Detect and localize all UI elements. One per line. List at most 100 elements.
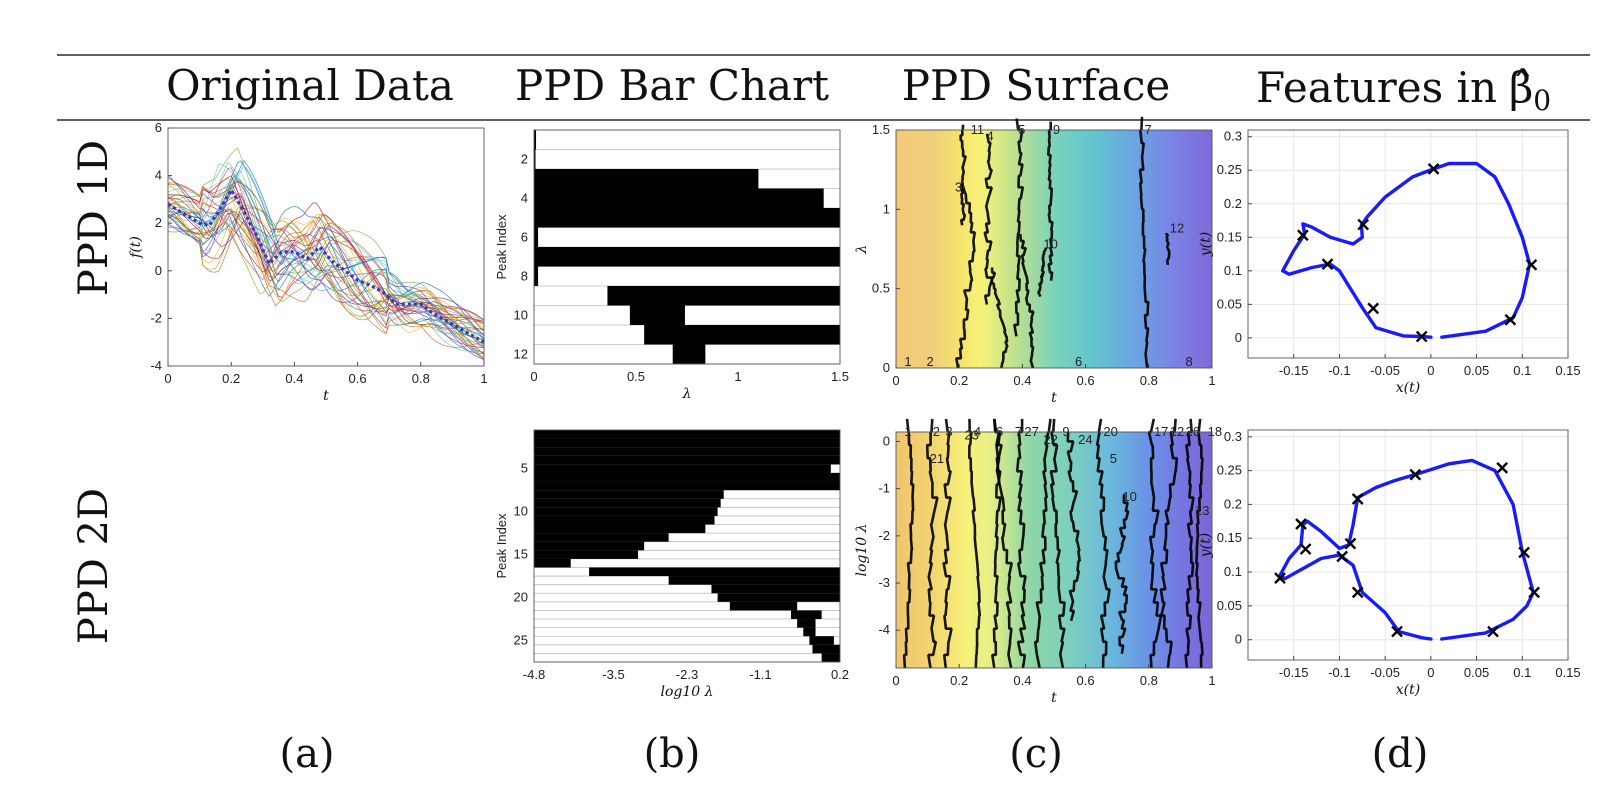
axes-frame — [895, 129, 1213, 369]
bar-peak-12 — [534, 524, 706, 534]
ridge-line — [942, 418, 953, 669]
bar-peak-7 — [534, 481, 840, 491]
bar-peak-8 — [534, 266, 539, 286]
ridge-line — [959, 124, 967, 226]
bar-peak-10 — [629, 305, 685, 325]
y-tick-label: 1 — [883, 201, 890, 216]
bar-peak-12 — [672, 344, 706, 364]
bar-peak-6 — [534, 227, 539, 247]
ridge-line — [992, 418, 1013, 669]
column-title-bar-chart: PPD Bar Chart — [515, 61, 829, 110]
y-tick-label: 0.05 — [1217, 598, 1242, 613]
peak-label-7: 7 — [1144, 122, 1151, 137]
bar-peak-9 — [534, 498, 721, 508]
feature-marker — [1357, 218, 1370, 231]
x-tick-label: 0 — [1427, 665, 1434, 680]
peak-label-17: 17 — [1154, 424, 1168, 439]
y-tick-label: 20 — [514, 590, 528, 605]
bar-peak-25 — [809, 636, 834, 645]
column-title-original-data: Original Data — [166, 61, 454, 110]
y-axis-label: λ — [854, 245, 870, 255]
ridge-line — [1114, 494, 1130, 654]
sample-curve — [167, 178, 485, 346]
y-axis-label: Peak Index — [494, 214, 509, 280]
ridge-line — [990, 267, 1009, 369]
y-tick-label: 12 — [514, 346, 528, 361]
y-tick-label: 0.05 — [1217, 296, 1242, 311]
x-tick-label: 0.8 — [1140, 373, 1158, 388]
x-axis-label: x(t) — [1396, 682, 1420, 698]
peak-label-5: 5 — [1110, 451, 1117, 466]
x-tick-label: 0.15 — [1555, 363, 1580, 378]
y-tick-label: 10 — [514, 307, 528, 322]
sample-curve — [167, 207, 485, 355]
bar-peak-26 — [812, 644, 840, 654]
feature-marker — [1351, 493, 1364, 505]
sample-curve — [167, 167, 485, 348]
ridge-line — [1049, 418, 1066, 669]
bar-peak-7 — [534, 247, 840, 267]
column-title-surface: PPD Surface — [902, 61, 1170, 110]
y-tick-label: -3 — [878, 575, 890, 590]
bar-peak-27 — [821, 653, 840, 662]
bar-peak-8 — [534, 490, 724, 499]
bar-peak-24 — [803, 627, 816, 637]
x-tick-label: 0.05 — [1464, 665, 1489, 680]
x-tick-label: 0 — [892, 373, 899, 388]
bar-peak-3 — [534, 447, 840, 456]
bar-chart-2d: -4.8 -3.5 -2.3 -1.1 0.2 5 10 15 20 25 log10 λ Peak … — [494, 429, 849, 700]
bar-peak-20 — [717, 593, 840, 602]
peak-label-18: 18 — [1208, 424, 1222, 439]
feature-marker — [1297, 229, 1309, 242]
x-tick-label: 0.4 — [1013, 373, 1031, 388]
x-tick-label: 0.2 — [950, 373, 968, 388]
x-tick-label: 0.1 — [1513, 363, 1531, 378]
feature-marker — [1391, 625, 1403, 638]
y-tick-label: 0.2 — [1224, 496, 1242, 511]
x-tick-label: -1.1 — [749, 667, 771, 682]
surface-fill — [896, 130, 1212, 368]
bar-peak-6 — [534, 472, 840, 482]
bar-peak-1 — [534, 130, 537, 150]
bar-peak-4 — [534, 455, 840, 465]
y-tick-label: 0.25 — [1217, 162, 1242, 177]
feature-marker — [1487, 625, 1499, 638]
x-tick-label: 0.4 — [1013, 673, 1031, 688]
ridge-line — [1138, 116, 1150, 369]
feature-marker — [1496, 462, 1509, 474]
y-axis-label: y(t) — [1198, 232, 1214, 257]
bar-peak-1 — [534, 430, 840, 439]
y-tick-label: -2 — [878, 528, 890, 543]
panel-label-d: (d) — [1372, 731, 1429, 777]
bar-peak-3 — [534, 169, 759, 189]
sample-curve — [167, 200, 485, 359]
mean-curve — [167, 186, 485, 344]
axes-frame — [533, 429, 841, 663]
ridge-line — [1015, 418, 1027, 669]
peak-label-13: 13 — [1195, 503, 1209, 518]
peak-label-4: 4 — [974, 424, 981, 439]
y-tick-label: 4 — [521, 190, 528, 205]
y-tick-label: 15 — [514, 547, 528, 562]
sample-curve — [167, 212, 485, 347]
ridge-line — [1165, 232, 1171, 266]
features-title-text: Features in — [1256, 63, 1497, 112]
feature-marker — [1274, 572, 1286, 584]
x-tick-label: 1.5 — [831, 369, 849, 384]
x-tick-label: -0.1 — [1328, 363, 1350, 378]
y-tick-label: 1.5 — [872, 122, 890, 137]
peak-label-1: 1 — [904, 424, 911, 439]
x-axis-label: x(t) — [1396, 380, 1420, 396]
peak-label-12: 12 — [1170, 424, 1184, 439]
peak-label-2: 2 — [933, 424, 940, 439]
features-1d-plot: -0.15 -0.1 -0.05 0 0.05 0.1 0.15 0 0.05 0.1 0.15 0.… — [1198, 129, 1581, 396]
y-tick-label: 0.1 — [1224, 263, 1242, 278]
feature-marker — [1344, 537, 1357, 550]
y-tick-label: 0.2 — [1224, 196, 1242, 211]
axes-frame — [1247, 129, 1569, 359]
x-tick-label: -0.05 — [1370, 363, 1400, 378]
bar-peak-16 — [534, 558, 571, 568]
feature-marker — [1427, 163, 1440, 175]
